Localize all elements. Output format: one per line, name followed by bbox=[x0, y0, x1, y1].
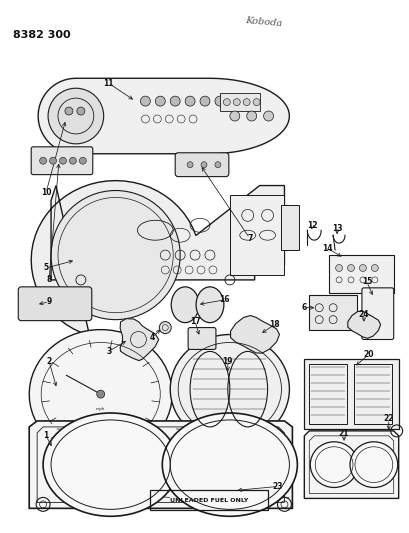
Polygon shape bbox=[303, 431, 398, 498]
Ellipse shape bbox=[196, 287, 223, 322]
FancyBboxPatch shape bbox=[18, 287, 92, 321]
Bar bbox=[219, 93, 259, 111]
Circle shape bbox=[371, 264, 378, 271]
Text: mph: mph bbox=[96, 407, 105, 411]
Circle shape bbox=[79, 157, 86, 164]
Circle shape bbox=[263, 111, 273, 121]
Text: 1: 1 bbox=[43, 431, 49, 440]
Circle shape bbox=[140, 96, 150, 106]
Circle shape bbox=[347, 264, 354, 271]
Text: 2: 2 bbox=[46, 357, 52, 366]
Circle shape bbox=[51, 190, 180, 320]
Circle shape bbox=[246, 111, 256, 121]
Circle shape bbox=[185, 96, 195, 106]
Text: 14: 14 bbox=[321, 244, 332, 253]
Circle shape bbox=[335, 264, 342, 271]
Text: 17: 17 bbox=[189, 317, 200, 326]
Text: 3: 3 bbox=[106, 347, 111, 356]
Polygon shape bbox=[31, 181, 284, 336]
Polygon shape bbox=[120, 319, 158, 361]
Circle shape bbox=[229, 111, 239, 121]
Circle shape bbox=[244, 96, 254, 106]
Text: 10: 10 bbox=[41, 188, 51, 197]
Text: 11: 11 bbox=[103, 79, 114, 88]
Circle shape bbox=[170, 96, 180, 106]
Circle shape bbox=[200, 96, 209, 106]
Text: 22: 22 bbox=[382, 415, 393, 423]
Polygon shape bbox=[29, 421, 292, 508]
Polygon shape bbox=[347, 311, 380, 338]
Circle shape bbox=[69, 157, 76, 164]
Ellipse shape bbox=[349, 442, 397, 488]
Text: 16: 16 bbox=[219, 295, 229, 304]
Circle shape bbox=[155, 96, 165, 106]
Text: 8382 300: 8382 300 bbox=[13, 30, 71, 39]
Circle shape bbox=[214, 96, 224, 106]
Text: 8: 8 bbox=[46, 276, 52, 285]
Circle shape bbox=[214, 161, 220, 168]
FancyBboxPatch shape bbox=[361, 288, 393, 340]
Circle shape bbox=[359, 264, 366, 271]
Bar bbox=[353, 365, 391, 424]
Ellipse shape bbox=[170, 335, 289, 444]
Bar bbox=[150, 490, 267, 510]
Ellipse shape bbox=[43, 413, 178, 516]
Bar bbox=[281, 205, 299, 250]
Circle shape bbox=[40, 157, 47, 164]
Circle shape bbox=[243, 99, 249, 106]
Circle shape bbox=[229, 96, 239, 106]
Text: 21: 21 bbox=[338, 430, 348, 438]
Text: 20: 20 bbox=[363, 350, 373, 359]
Text: 4: 4 bbox=[149, 333, 155, 342]
Text: 13: 13 bbox=[331, 224, 342, 233]
Circle shape bbox=[187, 161, 193, 168]
Circle shape bbox=[48, 88, 103, 144]
Bar bbox=[229, 196, 284, 275]
Polygon shape bbox=[38, 78, 289, 154]
Circle shape bbox=[252, 99, 259, 106]
Text: 9: 9 bbox=[46, 297, 52, 306]
Text: 15: 15 bbox=[361, 277, 371, 286]
Circle shape bbox=[97, 390, 104, 398]
Circle shape bbox=[200, 161, 207, 168]
Polygon shape bbox=[230, 316, 279, 353]
Bar bbox=[303, 359, 398, 429]
Polygon shape bbox=[29, 330, 172, 426]
Circle shape bbox=[59, 157, 66, 164]
Text: 19: 19 bbox=[222, 357, 233, 366]
Text: UNLEADED FUEL ONLY: UNLEADED FUEL ONLY bbox=[169, 498, 247, 503]
Text: Koboda: Koboda bbox=[244, 15, 282, 28]
Text: 23: 23 bbox=[272, 482, 282, 491]
Ellipse shape bbox=[171, 287, 198, 322]
Ellipse shape bbox=[310, 442, 357, 488]
Circle shape bbox=[223, 99, 230, 106]
Circle shape bbox=[159, 321, 171, 334]
Text: 24: 24 bbox=[358, 310, 368, 319]
Bar bbox=[328, 255, 393, 293]
Circle shape bbox=[233, 99, 240, 106]
Text: 7: 7 bbox=[246, 233, 252, 243]
FancyBboxPatch shape bbox=[175, 153, 228, 176]
Circle shape bbox=[65, 107, 73, 115]
Ellipse shape bbox=[162, 413, 297, 516]
Circle shape bbox=[49, 157, 56, 164]
Text: 6: 6 bbox=[301, 303, 306, 312]
Text: 5: 5 bbox=[43, 263, 49, 272]
Text: 12: 12 bbox=[306, 221, 317, 230]
Circle shape bbox=[76, 107, 85, 115]
Text: 18: 18 bbox=[269, 320, 279, 329]
FancyBboxPatch shape bbox=[31, 147, 92, 175]
Bar bbox=[308, 365, 346, 424]
FancyBboxPatch shape bbox=[188, 328, 216, 350]
Bar bbox=[308, 295, 356, 329]
